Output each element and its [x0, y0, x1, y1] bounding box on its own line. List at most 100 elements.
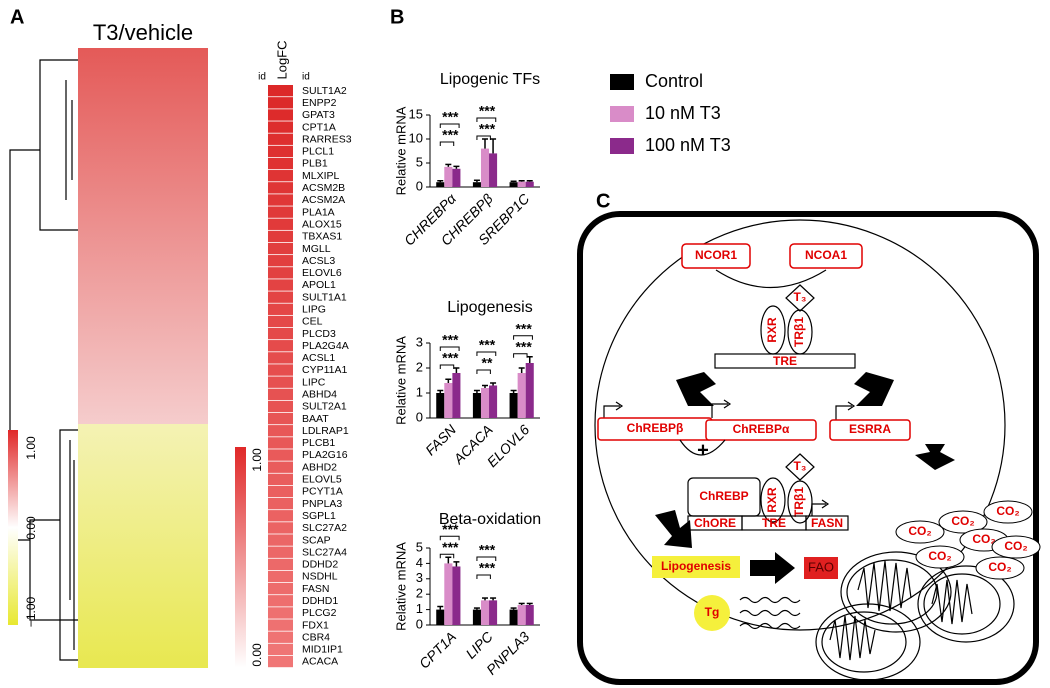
gene-cell — [268, 437, 293, 449]
co2-bubble — [915, 545, 965, 569]
gene-label: SCAP — [302, 534, 331, 546]
gene-label: ACSM2B — [302, 182, 345, 194]
gene-cell — [268, 607, 293, 619]
gene-label: SLC27A4 — [302, 546, 347, 558]
heatmap-down — [78, 424, 208, 668]
legend-label: 10 nM T3 — [645, 103, 721, 123]
heatmap-up — [78, 48, 208, 424]
diamond — [785, 284, 815, 312]
nucleus — [594, 219, 1006, 631]
panel-label: C — [596, 190, 610, 212]
gene-cell — [268, 582, 293, 595]
gene-label: CBR4 — [302, 631, 330, 643]
gene-cell — [268, 315, 293, 328]
gene-cell — [268, 595, 293, 607]
gene-cell — [268, 473, 293, 486]
chart-title: Beta-oxidation — [439, 511, 541, 528]
bar — [517, 181, 526, 187]
label: Tg — [705, 605, 720, 619]
bar — [509, 393, 518, 418]
arrow — [715, 269, 827, 289]
significance: *** — [515, 338, 532, 354]
y-tick-label: 1 — [416, 601, 423, 616]
significance: ** — [482, 355, 493, 371]
gene-cell — [268, 97, 293, 109]
co2-bubble — [938, 510, 988, 534]
significance-bracket — [476, 351, 497, 356]
label: FAO — [808, 559, 834, 574]
colorbar — [235, 447, 246, 668]
co2-label: CO₂ — [908, 524, 931, 538]
label: TRβ1 — [792, 317, 806, 347]
gene-label: FDX1 — [302, 619, 329, 631]
bar — [517, 604, 526, 625]
gene-label: ENPP2 — [302, 97, 337, 109]
bar — [472, 182, 481, 187]
gene-cell — [268, 631, 293, 643]
bar — [436, 393, 445, 418]
bar — [452, 373, 461, 418]
gene-cell — [268, 170, 293, 182]
bar — [444, 166, 453, 187]
gene-label: CPT1A — [302, 121, 336, 133]
gene-label: SGPL1 — [302, 510, 336, 522]
arrow — [750, 552, 795, 584]
co2-label: CO₂ — [951, 514, 974, 528]
co2-label: CO₂ — [988, 560, 1011, 574]
bar — [489, 600, 498, 625]
significance: *** — [479, 560, 496, 576]
colorbar-label: −1.00 — [24, 596, 38, 627]
diamond — [785, 453, 815, 481]
significance-bracket — [439, 346, 460, 351]
gene-label: PLB1 — [302, 158, 328, 170]
legend-swatch — [610, 106, 634, 122]
significance-bracket — [439, 535, 460, 541]
id-label: id — [258, 72, 266, 83]
gene-cell — [268, 364, 293, 376]
receptor — [760, 477, 786, 523]
significance: *** — [479, 337, 496, 353]
bar — [452, 566, 461, 625]
arrow — [603, 401, 624, 420]
bar — [525, 604, 534, 625]
significance-bracket — [513, 353, 528, 358]
significance-bracket — [439, 364, 455, 369]
legend: Control 10 nM T3 100 nM T3 — [610, 71, 731, 155]
gene-cell — [268, 206, 293, 218]
significance: *** — [442, 350, 459, 366]
gene-cell — [268, 291, 293, 303]
significance-bracket — [476, 135, 491, 140]
gene-label: PLA1A — [302, 206, 335, 218]
label: ChREBPα — [733, 422, 790, 436]
significance-bracket — [439, 141, 455, 146]
y-tick-label: 1 — [416, 384, 423, 399]
y-tick-label: 0 — [416, 178, 423, 193]
gene-label: PLCG2 — [302, 607, 337, 619]
mitochondria — [815, 551, 1015, 681]
y-axis-label: Relative mRNA — [393, 106, 408, 195]
gene-cell — [268, 376, 293, 388]
gene-cell — [268, 655, 293, 668]
gene-cell — [268, 558, 293, 571]
bar — [444, 383, 453, 418]
colorbar-label: 1.00 — [24, 436, 38, 460]
gene-label: PLCB1 — [302, 437, 335, 449]
bar — [489, 385, 498, 418]
gene-label: PLCL1 — [302, 146, 334, 158]
cell — [577, 211, 1039, 685]
significance: *** — [442, 539, 459, 555]
gene-label: ACSM2A — [302, 194, 345, 206]
gene-label: DDHD1 — [302, 595, 338, 607]
label: RXR — [765, 487, 779, 513]
id-label: id — [302, 72, 310, 83]
gene-label: CYP11A1 — [302, 364, 347, 376]
legend-label: 100 nM T3 — [645, 135, 731, 155]
gene-cell — [268, 352, 293, 364]
co2-label: CO₂ — [972, 532, 995, 546]
arrow — [655, 510, 692, 548]
gene-cell — [268, 194, 293, 206]
y-tick-label: 2 — [416, 586, 423, 601]
